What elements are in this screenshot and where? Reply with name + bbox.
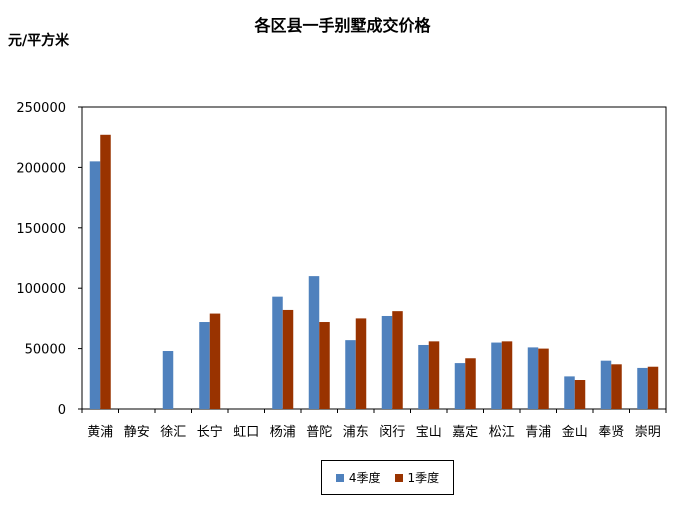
x-tick-label: 宝山 xyxy=(416,425,442,440)
bar-q4 xyxy=(272,296,283,409)
y-tick-label: 250000 xyxy=(16,101,66,116)
x-tick-label: 金山 xyxy=(562,424,588,440)
bar-q4 xyxy=(162,351,174,409)
bar-q1 xyxy=(501,341,513,409)
bar-q1 xyxy=(100,134,111,409)
legend-item-q1: 1季度 xyxy=(394,469,440,486)
legend-item-q4: 4季度 xyxy=(335,469,381,486)
bar-q1 xyxy=(574,380,586,409)
bar-q4 xyxy=(381,315,393,409)
bar-q4 xyxy=(89,161,101,409)
bar-q4 xyxy=(527,347,539,409)
x-tick-label: 虹口 xyxy=(233,425,259,440)
bar-q1 xyxy=(647,366,659,409)
x-tick-label: 浦东 xyxy=(343,425,369,440)
x-tick-label: 闵行 xyxy=(379,425,405,440)
x-tick-label: 嘉定 xyxy=(452,425,478,440)
x-tick-label: 静安 xyxy=(124,425,150,440)
y-tick-label: 200000 xyxy=(16,161,66,176)
y-axis-unit-label: 元/平方米 xyxy=(8,33,70,49)
y-tick-label: 150000 xyxy=(16,222,66,237)
legend-swatch-q1 xyxy=(394,473,403,482)
bar-q4 xyxy=(308,276,320,409)
x-tick-label: 徐汇 xyxy=(160,425,186,440)
y-tick-label: 100000 xyxy=(16,282,66,297)
bar-q1 xyxy=(355,318,367,409)
bar-q1 xyxy=(209,313,221,409)
x-tick-label: 青浦 xyxy=(525,425,551,440)
chart-title: 各区县一手别墅成交价格 xyxy=(254,16,431,35)
bar-q4 xyxy=(637,367,648,409)
x-tick-label: 松江 xyxy=(489,425,515,440)
bar-q4 xyxy=(418,344,429,409)
bar-q4 xyxy=(199,322,210,409)
legend-label-q4: 4季度 xyxy=(348,471,381,485)
legend-swatch-q4 xyxy=(335,473,344,482)
bar-q1 xyxy=(319,322,330,409)
bar-q1 xyxy=(282,309,294,409)
legend-label-q1: 1季度 xyxy=(407,471,440,485)
chart-legend: 4季度 1季度 xyxy=(321,460,454,495)
x-tick-label: 奉贤 xyxy=(598,425,624,440)
x-tick-label: 长宁 xyxy=(197,424,223,440)
bar-q1 xyxy=(611,364,622,409)
bar-q4 xyxy=(564,376,575,409)
bar-q1 xyxy=(538,348,549,409)
y-tick-label: 50000 xyxy=(25,343,66,358)
x-tick-label: 崇明 xyxy=(635,425,661,440)
bar-q4 xyxy=(345,340,356,409)
bar-q1 xyxy=(465,358,476,409)
x-tick-label: 黄浦 xyxy=(87,425,113,440)
bar-q4 xyxy=(491,342,502,409)
bar-q4 xyxy=(454,363,466,409)
bar-q1 xyxy=(392,311,403,409)
bar-q1 xyxy=(428,341,440,409)
x-tick-label: 杨浦 xyxy=(270,425,296,440)
bar-q4 xyxy=(600,360,612,409)
y-tick-label: 0 xyxy=(58,403,66,418)
x-tick-label: 普陀 xyxy=(306,424,332,440)
